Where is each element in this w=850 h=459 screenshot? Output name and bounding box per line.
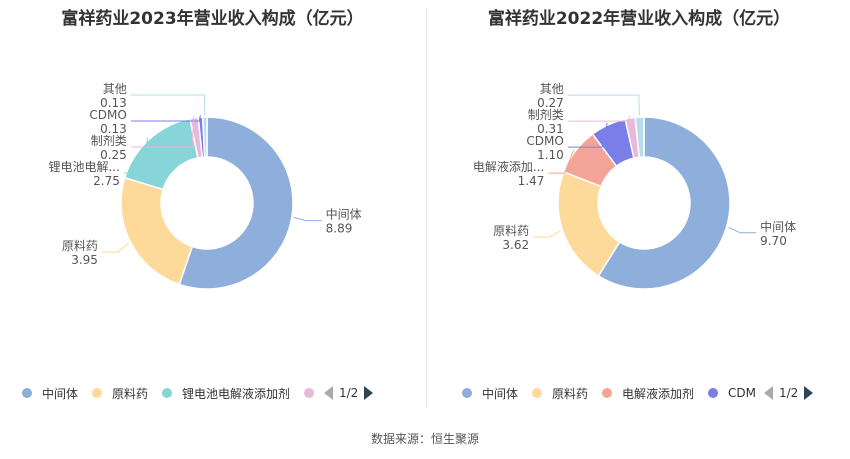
donut-slice-5[interactable] — [201, 116, 208, 158]
slice-label: 电解液添加... — [473, 159, 544, 174]
label-leader-line — [533, 230, 561, 238]
previous-page-icon[interactable] — [764, 386, 773, 400]
legend-pager: 1/2 — [318, 386, 379, 400]
label-leader-line — [293, 216, 322, 222]
slice-value-label: 0.13 — [100, 96, 127, 110]
donut-slice-0[interactable] — [178, 116, 294, 290]
legend-pager: 1/2 — [758, 386, 819, 400]
legend-item[interactable]: 中间体 — [462, 385, 518, 402]
label-leader-line — [548, 149, 575, 174]
legend-2022: 中间体 原料药 电解液添加剂 CDM 1/2 — [462, 383, 819, 403]
legend-item[interactable] — [304, 388, 318, 398]
donut-slice-2[interactable] — [123, 117, 199, 191]
slice-value-label: 8.89 — [326, 222, 353, 236]
legend-item[interactable]: 原料药 — [532, 385, 588, 402]
donut-slice-1[interactable] — [120, 176, 194, 286]
label-leader-line — [101, 242, 129, 253]
previous-page-icon[interactable] — [324, 386, 333, 400]
legend-item[interactable]: 锂电池电解液添加剂 — [162, 385, 290, 402]
slice-value-label: 3.62 — [502, 238, 529, 252]
legend-item[interactable]: 原料药 — [92, 385, 148, 402]
slice-value-label: 0.13 — [100, 122, 127, 136]
slice-label: 中间体 — [326, 207, 362, 222]
donut-chart-2023: 中间体8.89其他0.13CDMO0.13制剂类0.25锂电池电解...2.75… — [48, 82, 362, 290]
slice-label: 其他 — [103, 82, 127, 96]
label-leader-line — [130, 115, 195, 148]
slice-value-label: 9.70 — [760, 234, 787, 248]
slice-value-label: 1.10 — [537, 148, 564, 162]
slice-label: CDMO — [89, 108, 126, 122]
donut-slice-0[interactable] — [597, 116, 731, 290]
slice-label: 制剂类 — [91, 133, 127, 148]
donut-slice-5[interactable] — [634, 116, 645, 159]
slice-label: 中间体 — [760, 219, 796, 234]
slice-label: CDMO — [526, 134, 563, 148]
next-page-icon[interactable] — [364, 386, 374, 400]
chart-panel-2023: 富祥药业2023年营业收入构成（亿元） 中间体 8.89 其他 0.13 CDMO 0.1… — [0, 0, 425, 420]
next-page-icon[interactable] — [804, 386, 814, 400]
legend-page-indicator: 1/2 — [779, 386, 799, 400]
legend-2023: 中间体 原料药 锂电池电解液添加剂 1/2 — [22, 383, 379, 403]
label-leader-line — [567, 115, 631, 122]
slice-value-label: 0.25 — [100, 148, 127, 162]
label-leader-line — [123, 137, 149, 174]
label-leader-line — [130, 94, 206, 116]
legend-item[interactable]: 中间体 — [22, 385, 78, 402]
panel-divider — [426, 8, 427, 408]
label-leader-line — [130, 115, 201, 122]
data-source-note: 数据来源：恒生聚源 — [370, 432, 479, 446]
slice-value-label: 0.31 — [537, 122, 564, 136]
legend-item[interactable]: CDM — [708, 386, 756, 400]
chart-title-2022: 富祥药业2022年营业收入构成（亿元） — [487, 9, 791, 29]
slice-value-label: 0.27 — [537, 96, 564, 110]
legend-item[interactable]: 电解液添加剂 — [602, 385, 694, 402]
label-leader-line — [728, 226, 757, 234]
slice-value-label: 1.47 — [518, 174, 545, 188]
slice-label: 原料药 — [62, 239, 98, 253]
slice-label: 锂电池电解... — [48, 159, 119, 174]
label-leader-line — [567, 94, 640, 116]
slice-value-label: 3.95 — [71, 253, 98, 267]
chart-title-2023: 富祥药业2023年营业收入构成（亿元） — [61, 9, 364, 29]
slice-value-label: 2.75 — [93, 174, 120, 188]
slice-label: 制剂类 — [528, 107, 564, 122]
chart-panel-2022: 富祥药业2022年营业收入构成（亿元） 中间体 9.70 其他 0.27 制剂类 0.31… — [428, 0, 850, 420]
slice-label: 原料药 — [493, 224, 529, 238]
legend-page-indicator: 1/2 — [339, 386, 359, 400]
slice-label: 其他 — [540, 82, 564, 96]
label-leader-line — [567, 122, 608, 148]
